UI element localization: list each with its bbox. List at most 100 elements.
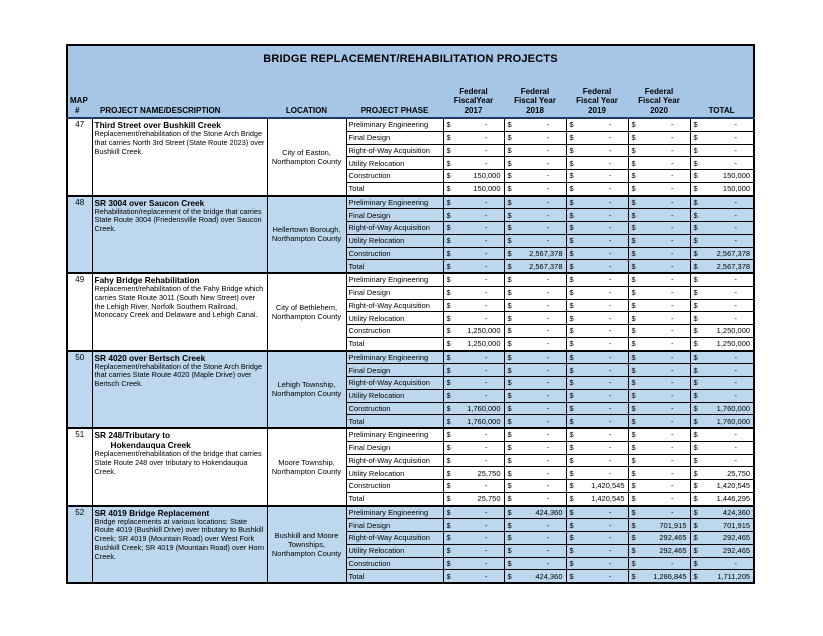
dollar-sign: $ [693, 520, 698, 530]
amount: 1,286,845 [653, 571, 687, 581]
dollar-sign: $ [446, 455, 451, 465]
dollar-sign: $ [631, 494, 636, 504]
value-cell-total: $25,750 [689, 466, 755, 480]
dollar-sign: $ [693, 145, 698, 155]
dollar-sign: $ [507, 158, 512, 168]
dollar-sign: $ [631, 468, 636, 478]
dollar-sign: $ [631, 197, 636, 207]
dollar-sign: $ [693, 443, 698, 453]
dollar-sign: $ [693, 403, 698, 413]
dollar-sign: $ [446, 416, 451, 426]
amount: - [671, 339, 674, 349]
dollar-sign: $ [446, 507, 451, 517]
amount: - [734, 430, 738, 440]
dollar-sign: $ [507, 365, 512, 375]
amount: - [609, 133, 612, 143]
phase-label-cell: Preliminary Engineering [345, 271, 444, 287]
amount: 1,760,000 [716, 403, 751, 413]
map-number-cell: 52 [66, 504, 93, 584]
col-header-map-line1: MAP [70, 96, 88, 105]
amount: - [485, 210, 488, 220]
value-cell-fy2017: $ - [442, 376, 505, 390]
project-name: SR 3004 over Saucon Creek [94, 197, 205, 208]
amount: - [671, 145, 674, 155]
value-cell-fy2017: $ - [442, 569, 505, 584]
value-cell-fy2020: $ - [627, 491, 691, 507]
value-cell-fy2019: $ - [565, 143, 629, 158]
dollar-sign: $ [569, 494, 574, 504]
phase-label-cell: Utility Relocation [345, 388, 444, 403]
amount: - [609, 275, 612, 285]
phase-label-cell: Construction [345, 169, 444, 183]
dollar-sign: $ [507, 558, 512, 568]
phase-label-cell: Preliminary Engineering [345, 116, 444, 132]
dollar-sign: $ [569, 365, 574, 375]
dollar-sign: $ [693, 546, 698, 556]
amount: - [609, 197, 612, 207]
value-cell-fy2017: $ - [442, 504, 505, 520]
amount: - [609, 261, 612, 271]
value-cell-fy2019: $ - [565, 169, 629, 183]
amount: - [485, 520, 488, 530]
dollar-sign: $ [631, 275, 636, 285]
dollar-sign: $ [446, 430, 451, 440]
amount: - [547, 145, 550, 155]
value-cell-fy2020: $ - [627, 246, 691, 261]
value-cell-fy2017: $ - [442, 246, 505, 261]
value-cell-fy2020: $ - [627, 285, 691, 300]
amount: - [609, 520, 612, 530]
value-cell-fy2019: $ - [565, 336, 629, 352]
amount: - [609, 352, 612, 362]
amount: - [671, 197, 674, 207]
value-cell-fy2018: $424,360 [503, 569, 567, 584]
phase-label-cell: Utility Relocation [345, 543, 444, 558]
value-cell-fy2017: $ - [442, 388, 505, 403]
dollar-sign: $ [631, 378, 636, 388]
amount: - [671, 326, 674, 336]
amount: 1,760,000 [467, 416, 501, 426]
dollar-sign: $ [569, 571, 574, 581]
amount: - [671, 158, 674, 168]
phase-row: Final Design $ - $ - $ - $ - $ - [67, 440, 755, 455]
value-cell-total: $ - [689, 349, 755, 365]
amount: - [485, 275, 488, 285]
dollar-sign: $ [569, 184, 574, 194]
phase-label-cell: Right-of-Way Acquisition [345, 531, 444, 545]
amount: 1,420,545 [591, 481, 625, 491]
value-cell-fy2020: $701,915 [627, 518, 691, 532]
value-cell-fy2018: $ - [503, 479, 567, 493]
amount: - [609, 430, 612, 440]
phase-label-cell: Construction [345, 401, 444, 416]
project-name: SR 4020 over Bertsch Creek [94, 352, 206, 363]
amount: - [609, 443, 612, 453]
amount: - [671, 300, 674, 310]
phase-row: Total $1,760,000 $ - $ - $ - $1,760,000 [67, 414, 755, 429]
phase-label-cell: Total [345, 414, 444, 429]
amount: - [485, 391, 488, 401]
amount: - [671, 403, 674, 413]
dollar-sign: $ [631, 236, 636, 246]
dollar-sign: $ [446, 120, 451, 130]
dollar-sign: $ [631, 391, 636, 401]
dollar-sign: $ [446, 210, 451, 220]
value-cell-fy2017: $ - [442, 531, 505, 545]
phase-row: Total $ - $424,360 $ - $1,286,845 $1,711,205 [67, 569, 755, 584]
amount: - [671, 391, 674, 401]
amount: - [671, 365, 674, 375]
amount: - [547, 158, 550, 168]
amount: - [734, 391, 738, 401]
dollar-sign: $ [446, 546, 451, 556]
dollar-sign: $ [446, 494, 451, 504]
amount: 150,000 [473, 171, 501, 181]
amount: - [485, 507, 488, 517]
value-cell-total: $ - [689, 311, 755, 325]
value-cell-fy2020: $ - [627, 414, 691, 429]
amount: - [609, 248, 612, 258]
amount: - [485, 313, 488, 323]
dollar-sign: $ [693, 533, 698, 543]
col-header-project-name: PROJECT NAME/DESCRIPTION [92, 72, 267, 119]
value-cell-fy2018: $ - [503, 531, 567, 545]
col-header-fy2019: Federal Fiscal Year 2019 [566, 72, 628, 119]
amount: - [547, 339, 550, 349]
dollar-sign: $ [507, 455, 512, 465]
